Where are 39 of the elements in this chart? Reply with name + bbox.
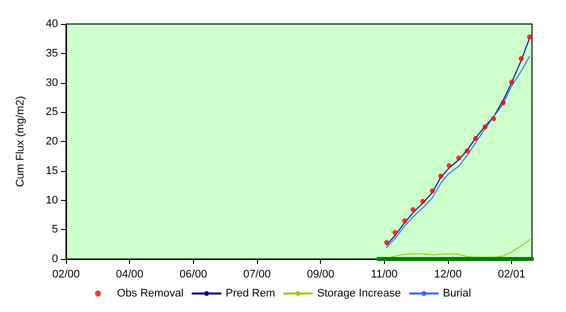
y-axis-title: Cum Flux (mg/m2): [14, 96, 26, 188]
y-tick-label: 20: [46, 136, 58, 148]
x-tick-label: 09/00: [306, 268, 334, 280]
legend-label: Pred Rem: [226, 288, 276, 300]
point: [384, 240, 390, 246]
y-tick-label: 40: [46, 18, 58, 30]
x-tick-label: 06/00: [180, 268, 208, 280]
point: [473, 136, 478, 142]
point: [438, 174, 444, 179]
x-tick-label: 11/00: [370, 268, 398, 280]
point: [491, 116, 496, 122]
point: [464, 148, 470, 154]
y-tick-label: 10: [46, 194, 58, 206]
y-tick-label: 15: [46, 164, 58, 177]
point: [527, 34, 532, 40]
y-tick-label: 5: [52, 224, 58, 236]
point: [410, 207, 416, 212]
point: [482, 124, 488, 130]
point: [420, 198, 426, 204]
y-tick-label: 35: [46, 47, 58, 60]
point: [500, 100, 506, 106]
point: [518, 56, 524, 62]
point: [456, 155, 462, 160]
x-tick-label: 07/00: [243, 268, 271, 280]
point: [509, 80, 514, 85]
y-tick-label: 25: [46, 106, 58, 118]
point: [402, 218, 408, 224]
point: [430, 188, 435, 194]
y-tick-label: 30: [46, 76, 58, 89]
point: [446, 163, 452, 168]
x-tick-label: 04/00: [116, 268, 144, 280]
point: [392, 230, 398, 236]
y-tick-label: 0: [52, 253, 58, 265]
legend-label: Obs Removal: [116, 288, 184, 300]
legend-label: Burial: [442, 288, 472, 300]
x-tick-label: 02/01: [498, 268, 526, 280]
x-tick-label: 02/00: [52, 268, 80, 280]
legend-label: Storage Increase: [317, 288, 401, 300]
x-tick-label: 12/00: [434, 268, 462, 280]
